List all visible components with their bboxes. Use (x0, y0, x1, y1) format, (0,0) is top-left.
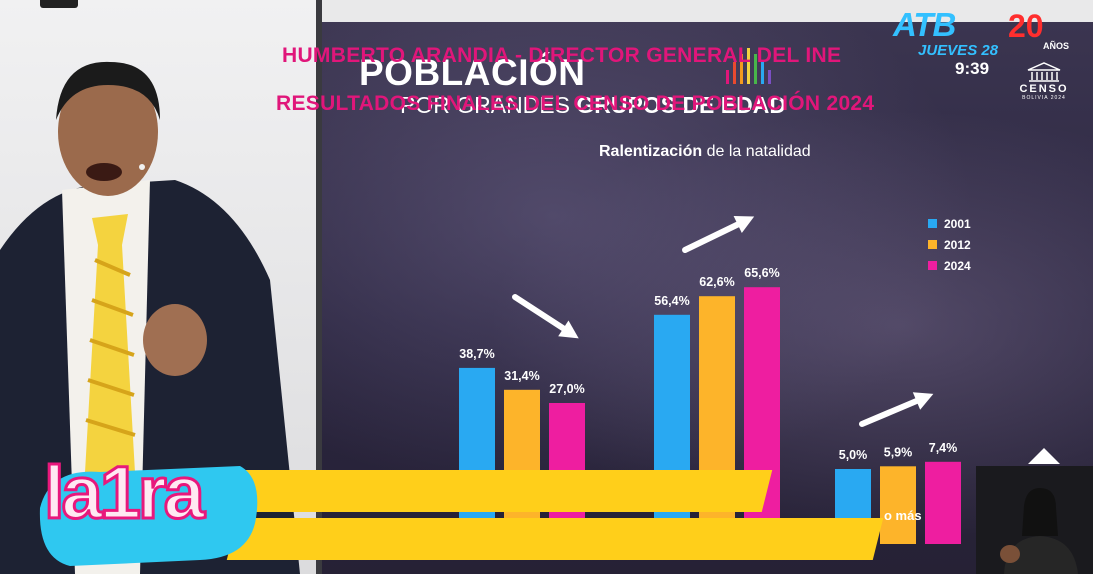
legend-item-2001: 2001 (928, 213, 971, 234)
title-banner (226, 518, 884, 560)
bar-2012-group-3 (880, 466, 916, 544)
bar-label-2024-group-3: 7,4% (929, 441, 958, 455)
legend-item-2012: 2012 (928, 234, 971, 255)
bar-label-2024-group-1: 27,0% (549, 382, 584, 396)
broadcast-time: 9:39 (955, 59, 990, 78)
slide-subtitle-regular: POR GRANDES (400, 92, 577, 118)
studio-light-fixture (40, 0, 78, 8)
speaker-name: HUMBERTO ARANDIA - DIRECTOR GENERAL DEL … (282, 44, 842, 67)
trend-arrow-up-icon (859, 392, 934, 427)
chart-subtitle: Ralentización de la natalidad (599, 143, 811, 161)
legend-swatch-2012 (928, 240, 937, 249)
slide-title: POBLACIÓN (359, 52, 586, 93)
bar-label-2012-group-1: 31,4% (504, 369, 539, 383)
legend-item-2024: 2024 (928, 255, 971, 276)
chart-subtitle-bold: Ralentización (599, 143, 703, 160)
bar-label-2012-group-2: 62,6% (699, 275, 734, 289)
name-banner (234, 470, 773, 512)
broadcast-date: JUEVES 28 (918, 42, 999, 59)
legend-label-2001: 2001 (944, 216, 971, 231)
segment-title: RESULTADOS FINALES DEL CENSO DE POBLACIÓ… (276, 92, 875, 115)
legend-label-2024: 2024 (944, 258, 971, 273)
legend-swatch-2024 (928, 261, 937, 270)
censo-word: CENSO (1019, 83, 1069, 95)
bar-label-2001-group-2: 56,4% (654, 294, 689, 308)
show-logo: la1ra (43, 450, 207, 536)
legend-label-2012: 2012 (944, 237, 971, 252)
interpreter-figure (1000, 488, 1078, 574)
bar-label-2001-group-1: 38,7% (459, 347, 494, 361)
sign-language-inset (976, 466, 1093, 574)
chart-subtitle-regular: de la natalidad (702, 143, 811, 160)
bar-label-2024-group-2: 65,6% (744, 266, 779, 280)
sign-language-badge-icon (1028, 448, 1060, 464)
censo-building-icon (1027, 62, 1061, 82)
category-label-partial: o más (884, 508, 922, 523)
slide-subtitle-bold: GRUPOS DE EDAD (576, 92, 786, 118)
ine-logo-icon (726, 48, 771, 84)
show-logo-backdrop (39, 466, 258, 566)
bar-label-2012-group-3: 5,9% (884, 445, 913, 459)
trend-arrow-down-icon (512, 294, 579, 339)
channel-logo: ATB (893, 6, 956, 43)
anniversary-unit: AÑOS (1043, 41, 1070, 51)
trend-arrow-up-icon (682, 215, 755, 253)
bar-2024-group-3 (925, 461, 961, 544)
chart-legend: 2001 2012 2024 (928, 213, 971, 276)
anniversary-number: 20 (1008, 8, 1044, 44)
slide-subtitle: POR GRANDES GRUPOS DE EDAD (400, 92, 786, 119)
censo-subtext: BOLIVIA 2024 (1022, 95, 1066, 101)
bar-label-2001-group-3: 5,0% (839, 448, 868, 462)
channel-bug: ATB 20 AÑOS JUEVES 28 9:39 (893, 6, 1093, 116)
censo-logo: CENSO BOLIVIA 2024 (1012, 62, 1076, 108)
bar-2001-group-1 (459, 367, 495, 544)
screen-bezel (316, 0, 322, 574)
legend-swatch-2001 (928, 219, 937, 228)
